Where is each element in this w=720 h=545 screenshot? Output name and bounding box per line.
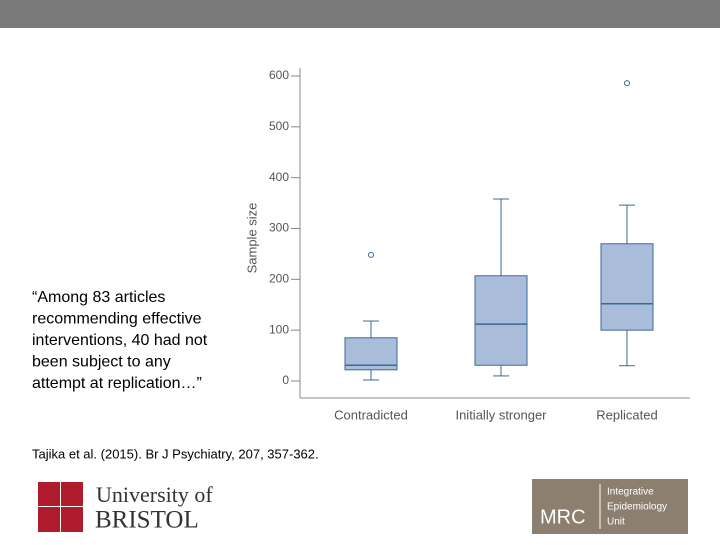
y-axis-title: Sample size [244, 203, 259, 274]
quote-line: attempt at replication…” [32, 375, 202, 392]
box [344, 337, 398, 371]
logo-box [532, 479, 688, 534]
crest [61, 507, 83, 532]
logo-text: University of [96, 482, 213, 507]
logo-text: Epidemiology [607, 502, 667, 513]
crest [38, 482, 60, 506]
bristol-logo: University of BRISTOL [38, 482, 213, 534]
logo-text: BRISTOL [95, 507, 199, 534]
outlier [624, 80, 630, 87]
crest [38, 507, 60, 532]
logo-text: MRC [540, 506, 586, 528]
quote-line: interventions, 40 had not [32, 332, 208, 349]
crest [61, 482, 83, 506]
citation: Tajika et al. (2015). Br J Psychiatry, 2… [32, 446, 319, 461]
quote-line: “Among 83 articles [32, 289, 165, 306]
logo-text: Unit [607, 517, 625, 528]
y-tick-label: 100 [269, 322, 289, 336]
x-tick-label: Initially stronger [455, 407, 547, 422]
box [474, 275, 528, 366]
outlier [368, 251, 374, 258]
y-tick-label: 200 [269, 272, 289, 286]
mrc-logo: MRC Integrative Epidemiology Unit [532, 479, 688, 534]
quote: “Among 83 articles recommending effective… [32, 289, 208, 392]
quote-line: recommending effective [32, 311, 202, 328]
y-tick-label: 500 [269, 119, 289, 133]
y-tick-label: 400 [269, 170, 289, 184]
top-bar [0, 0, 720, 28]
y-tick-label: 0 [282, 373, 289, 387]
y-tick-label: 300 [269, 221, 289, 235]
box [600, 243, 654, 331]
x-tick-label: Replicated [596, 407, 657, 422]
x-tick-label: Contradicted [334, 407, 408, 422]
y-tick-label: 600 [269, 68, 289, 82]
quote-line: been subject to any [32, 354, 171, 371]
logo-text: Integrative [607, 487, 654, 498]
